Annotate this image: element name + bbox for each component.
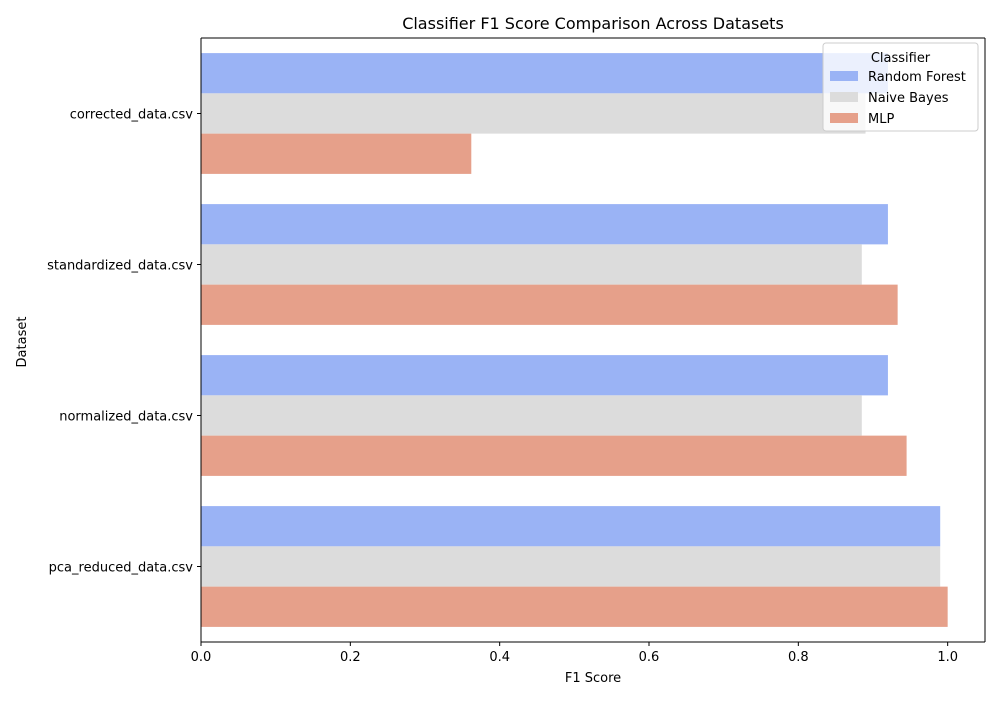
y-tick-label: normalized_data.csv xyxy=(59,410,193,425)
x-tick-label: 0.2 xyxy=(340,650,361,665)
y-axis-label: Dataset xyxy=(15,317,30,368)
bar-naive-bayes-2 xyxy=(201,395,862,436)
x-tick-label: 1.0 xyxy=(937,650,958,665)
legend-swatch-random-forest xyxy=(830,71,858,81)
legend-title: Classifier xyxy=(871,51,931,66)
bar-random-forest-1 xyxy=(201,204,888,245)
legend-label: MLP xyxy=(868,112,894,127)
bar-mlp-0 xyxy=(201,133,472,174)
legend-label: Naive Bayes xyxy=(868,91,949,106)
x-tick-label: 0.6 xyxy=(639,650,660,665)
x-tick-label: 0.4 xyxy=(489,650,510,665)
bar-random-forest-0 xyxy=(201,53,888,94)
bar-random-forest-3 xyxy=(201,506,941,547)
legend-swatch-naive-bayes xyxy=(830,92,858,102)
legend-swatch-mlp xyxy=(830,113,858,123)
bar-naive-bayes-3 xyxy=(201,546,941,587)
bar-naive-bayes-0 xyxy=(201,93,866,134)
y-tick-label: corrected_data.csv xyxy=(70,108,194,123)
chart-title: Classifier F1 Score Comparison Across Da… xyxy=(402,14,784,33)
y-tick-label: pca_reduced_data.csv xyxy=(49,561,194,576)
bar-naive-bayes-1 xyxy=(201,244,862,285)
x-tick-label: 0.8 xyxy=(788,650,809,665)
bar-mlp-1 xyxy=(201,284,898,325)
y-tick-label: standardized_data.csv xyxy=(47,259,193,274)
bar-random-forest-2 xyxy=(201,355,888,396)
x-axis-label: F1 Score xyxy=(565,671,621,686)
legend: Classifier Random Forest Naive Bayes MLP xyxy=(822,42,979,132)
legend-box xyxy=(822,42,979,132)
legend-label: Random Forest xyxy=(868,70,966,85)
bars-group xyxy=(201,53,948,627)
x-tick-label: 0.0 xyxy=(191,650,212,665)
bar-mlp-3 xyxy=(201,586,948,627)
axes-group: corrected_data.csv standardized_data.csvn… xyxy=(47,37,986,665)
bar-mlp-2 xyxy=(201,435,907,476)
